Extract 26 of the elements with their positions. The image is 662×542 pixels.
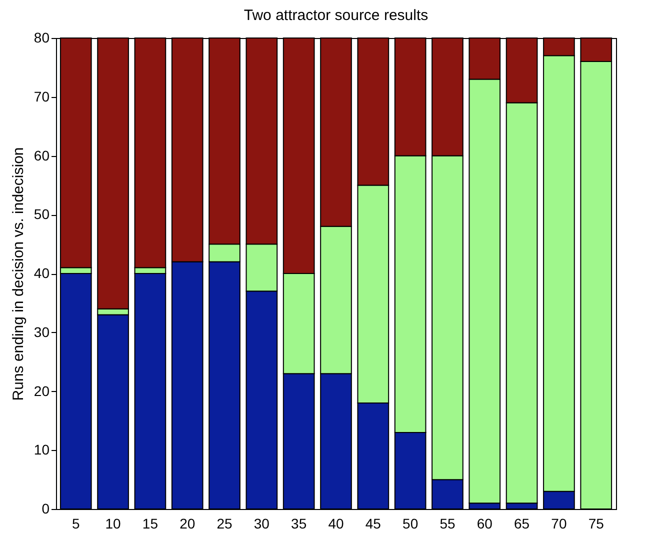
y-tick-label: 20: [34, 382, 50, 399]
y-axis-title: Runs ending in decision vs. indecision: [10, 147, 27, 401]
y-tick-label: 60: [34, 147, 50, 164]
x-tick-label: 60: [476, 516, 493, 532]
y-tick-label: 30: [34, 324, 50, 340]
x-tick-label: 75: [588, 516, 604, 532]
x-tick-label: 50: [402, 516, 418, 532]
x-tick-label: 40: [328, 516, 344, 532]
y-tick-label: 50: [34, 206, 50, 222]
x-tick-label: 25: [216, 516, 233, 532]
x-tick-label: 10: [105, 516, 122, 532]
y-tick-label: 80: [34, 30, 50, 46]
x-tick-label: 55: [440, 516, 456, 532]
x-tick-label: 70: [551, 516, 567, 532]
y-tick-label: 40: [34, 265, 50, 281]
y-tick-label: 0: [42, 500, 50, 516]
y-tick-label: 10: [34, 442, 50, 458]
x-tick-label: 45: [365, 516, 382, 532]
x-tick-label: 35: [291, 516, 307, 532]
y-tick-label: 70: [34, 88, 50, 104]
x-tick-label: 15: [142, 516, 158, 532]
x-tick-label: 5: [72, 516, 80, 532]
x-tick-label: 65: [514, 516, 530, 532]
chart-title: Two attractor source results: [244, 7, 428, 24]
x-tick-label: 30: [254, 516, 270, 532]
x-tick-label: 20: [180, 516, 196, 532]
